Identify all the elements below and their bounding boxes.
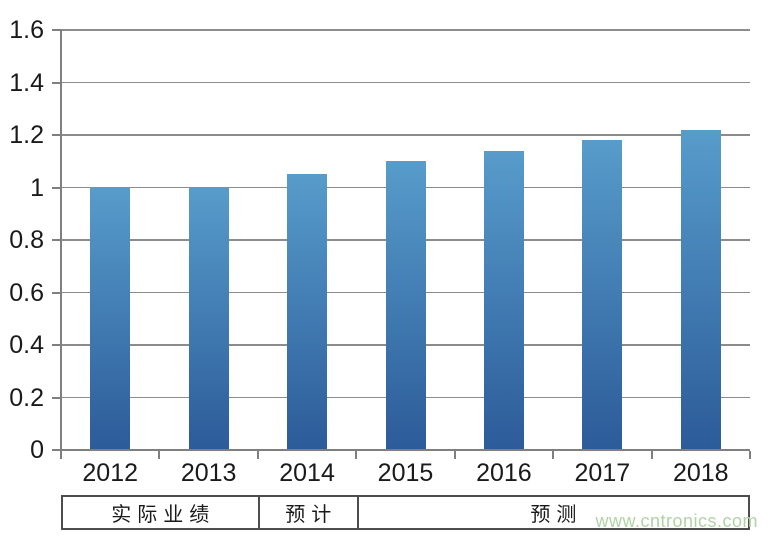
x-axis-label-2017: 2017 bbox=[574, 459, 631, 487]
y-axis-tick bbox=[52, 29, 61, 31]
bar-2015 bbox=[385, 161, 426, 450]
y-axis-label: 1.2 bbox=[9, 121, 44, 149]
annotation-table: 实际业绩 预计 预测 bbox=[61, 495, 750, 530]
x-axis-tick bbox=[256, 451, 259, 459]
y-axis-label: 1.6 bbox=[9, 16, 44, 44]
y-axis-tick bbox=[52, 291, 61, 294]
x-axis-tick bbox=[158, 451, 161, 459]
x-axis-tick bbox=[453, 451, 456, 459]
x-axis-label-2012: 2012 bbox=[82, 459, 139, 487]
y-axis-tick bbox=[52, 344, 61, 346]
watermark-text: www.cntronics.com bbox=[595, 511, 758, 531]
y-axis-label: 0.2 bbox=[9, 383, 44, 412]
x-axis-label-2013: 2013 bbox=[180, 459, 237, 487]
bar-2014 bbox=[287, 174, 328, 450]
x-axis-label-2018: 2018 bbox=[672, 459, 729, 487]
y-axis-tick bbox=[52, 449, 61, 451]
x-axis-tick bbox=[650, 451, 653, 459]
annotation-cell-2: 预测 bbox=[356, 497, 748, 528]
y-axis-line bbox=[60, 30, 62, 451]
bar-2017 bbox=[582, 140, 623, 450]
x-axis-tick bbox=[749, 451, 751, 459]
gridline bbox=[61, 29, 750, 31]
annotation-cell-1: 预计 bbox=[257, 497, 357, 528]
x-axis-label-2014: 2014 bbox=[279, 459, 335, 487]
bar-2016 bbox=[483, 150, 524, 450]
x-axis-tick bbox=[355, 451, 358, 459]
y-axis-label: 1.4 bbox=[9, 68, 44, 97]
x-axis-label-2016: 2016 bbox=[476, 459, 532, 487]
x-axis-label-2015: 2015 bbox=[377, 459, 434, 487]
x-axis-tick bbox=[60, 451, 62, 459]
x-axis-line bbox=[61, 449, 750, 451]
y-axis-label: 0.4 bbox=[9, 331, 44, 359]
x-axis-tick bbox=[552, 451, 555, 459]
plot-area bbox=[61, 29, 750, 450]
y-axis-tick bbox=[52, 134, 61, 136]
bar-2018 bbox=[680, 129, 721, 450]
gridline bbox=[61, 81, 750, 84]
y-axis-label: 0.8 bbox=[9, 226, 44, 254]
y-axis-label: 0.6 bbox=[9, 278, 44, 307]
y-axis-label: 0 bbox=[30, 436, 44, 464]
bar-2013 bbox=[188, 187, 229, 450]
y-axis-tick bbox=[52, 81, 61, 84]
y-axis-tick bbox=[52, 186, 61, 189]
y-axis-tick bbox=[52, 239, 61, 241]
annotation-cell-0: 实际业绩 bbox=[111, 504, 216, 526]
y-axis-label: 1 bbox=[30, 173, 44, 202]
bar-2012 bbox=[90, 187, 131, 450]
y-axis-tick bbox=[52, 396, 61, 399]
gridline bbox=[61, 134, 750, 136]
